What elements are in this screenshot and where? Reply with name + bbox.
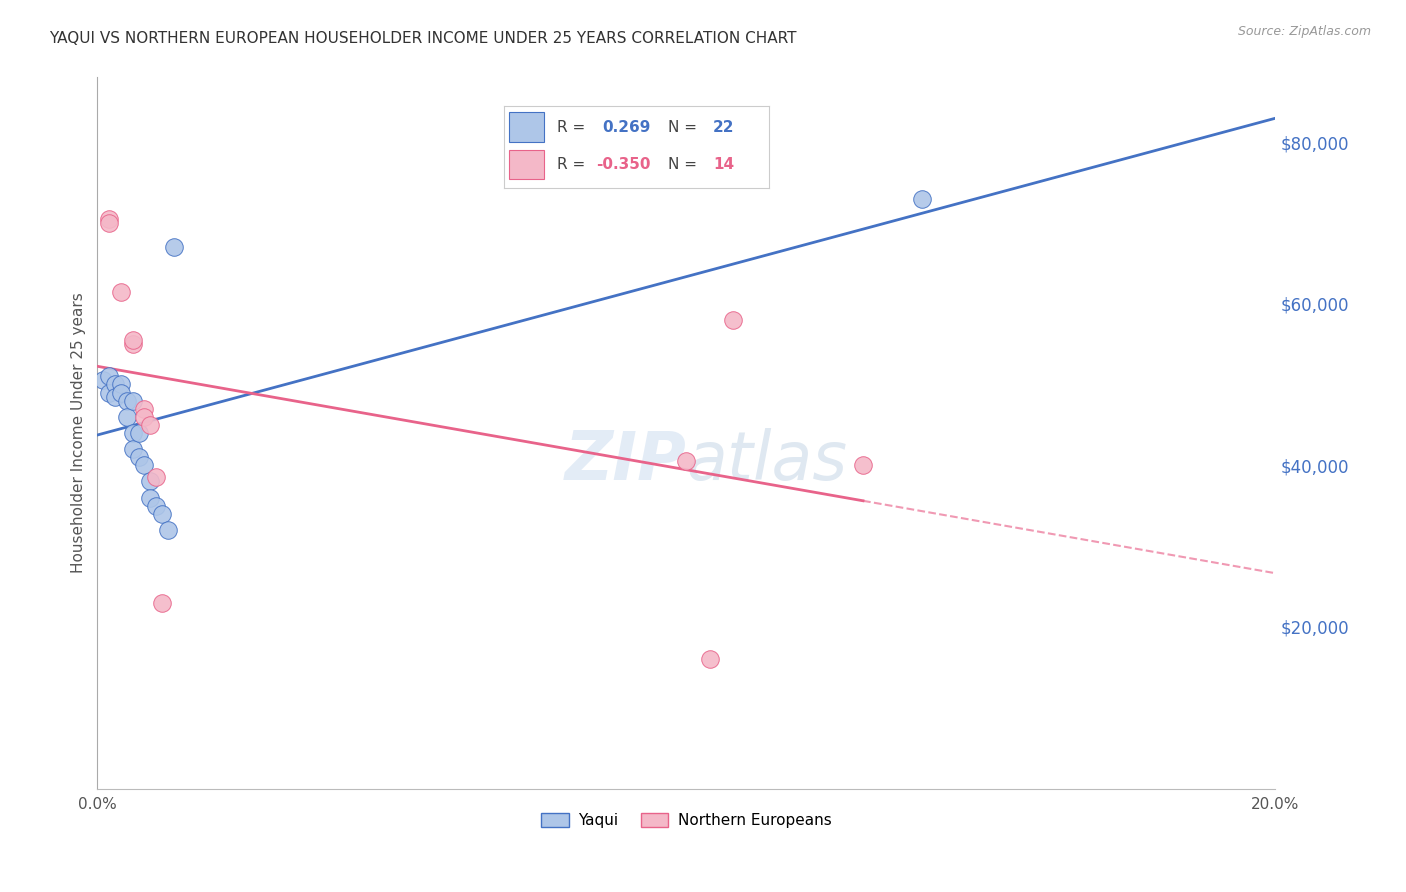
Point — [98, 385, 121, 400]
Point — [104, 377, 127, 392]
Point — [911, 192, 934, 206]
Point — [128, 425, 150, 440]
Text: atlas: atlas — [686, 428, 848, 494]
Point — [98, 211, 121, 226]
Point — [723, 313, 745, 327]
Point — [110, 285, 132, 299]
Point — [115, 409, 138, 424]
Point — [134, 458, 156, 473]
Text: YAQUI VS NORTHERN EUROPEAN HOUSEHOLDER INCOME UNDER 25 YEARS CORRELATION CHART: YAQUI VS NORTHERN EUROPEAN HOUSEHOLDER I… — [49, 31, 797, 46]
Point — [699, 652, 721, 666]
Point — [121, 393, 143, 408]
Point — [675, 454, 697, 468]
Point — [121, 425, 143, 440]
Point — [91, 374, 114, 388]
Point — [121, 337, 143, 351]
Point — [98, 369, 121, 384]
Point — [121, 333, 143, 347]
Point — [104, 390, 127, 404]
Point — [98, 216, 121, 230]
Point — [134, 401, 156, 416]
Point — [128, 450, 150, 465]
Point — [145, 499, 167, 513]
Point — [139, 475, 162, 489]
Text: Source: ZipAtlas.com: Source: ZipAtlas.com — [1237, 25, 1371, 38]
Point — [134, 409, 156, 424]
Point — [115, 393, 138, 408]
Point — [121, 442, 143, 457]
Point — [110, 377, 132, 392]
Text: ZIP: ZIP — [564, 428, 686, 494]
Point — [163, 240, 186, 254]
Point — [150, 596, 173, 610]
Point — [139, 417, 162, 432]
Y-axis label: Householder Income Under 25 years: Householder Income Under 25 years — [72, 293, 86, 574]
Legend: Yaqui, Northern Europeans: Yaqui, Northern Europeans — [536, 807, 838, 834]
Point — [139, 491, 162, 505]
Point — [110, 385, 132, 400]
Point — [157, 523, 180, 537]
Point — [150, 507, 173, 521]
Point — [852, 458, 875, 473]
Point — [145, 470, 167, 484]
